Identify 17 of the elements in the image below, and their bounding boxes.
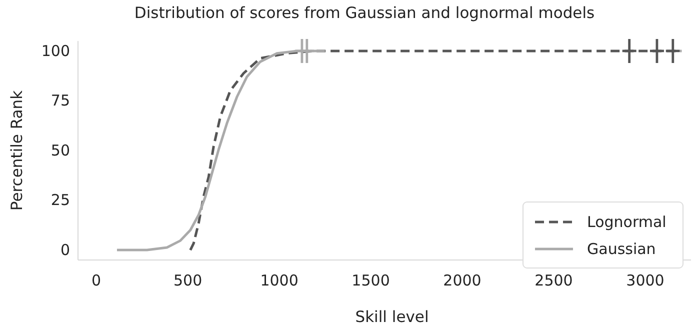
chart-title: Distribution of scores from Gaussian and lognormal models — [134, 4, 595, 22]
y-tick-label: 25 — [50, 191, 70, 210]
y-tick-label: 50 — [50, 141, 70, 160]
x-axis-title: Skill level — [355, 308, 429, 326]
x-tick-label: 3000 — [626, 272, 664, 290]
x-tick-label: 1500 — [352, 272, 390, 290]
y-tick-label: 0 — [60, 240, 70, 259]
x-tick-label: 0 — [92, 272, 102, 290]
legend-label: Gaussian — [587, 240, 656, 258]
x-tick-label: 500 — [173, 272, 202, 290]
y-axis-title: Percentile Rank — [8, 90, 26, 211]
x-tick-label: 2500 — [534, 272, 573, 290]
legend-label: Lognormal — [587, 213, 666, 231]
x-tick-label: 1000 — [260, 272, 298, 290]
y-tick-label: 100 — [41, 42, 70, 60]
x-tick-label: 2000 — [443, 272, 482, 290]
y-tick-label: 75 — [50, 92, 70, 110]
